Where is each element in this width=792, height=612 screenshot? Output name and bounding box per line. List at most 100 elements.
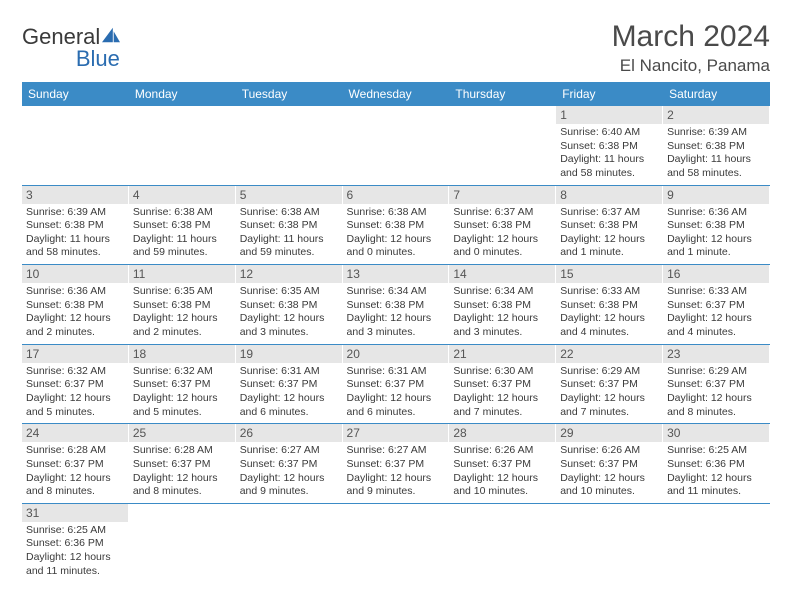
sunrise: Sunrise: 6:38 AM bbox=[240, 206, 339, 220]
day-details: Sunrise: 6:31 AMSunset: 6:37 PMDaylight:… bbox=[236, 363, 343, 424]
logo-text: General GeneBlue bbox=[22, 26, 122, 70]
day-cell: 10Sunrise: 6:36 AMSunset: 6:38 PMDayligh… bbox=[22, 265, 129, 345]
day-number: 25 bbox=[129, 424, 236, 442]
sunrise: Sunrise: 6:35 AM bbox=[240, 285, 339, 299]
day-cell bbox=[663, 503, 770, 582]
sunset: Sunset: 6:38 PM bbox=[560, 299, 659, 313]
sunrise: Sunrise: 6:38 AM bbox=[347, 206, 446, 220]
daylight: Daylight: 12 hours and 11 minutes. bbox=[26, 551, 125, 578]
sunset: Sunset: 6:37 PM bbox=[347, 458, 446, 472]
sunset: Sunset: 6:37 PM bbox=[560, 378, 659, 392]
day-details: Sunrise: 6:35 AMSunset: 6:38 PMDaylight:… bbox=[236, 283, 343, 344]
day-number: 24 bbox=[22, 424, 129, 442]
day-cell: 4Sunrise: 6:38 AMSunset: 6:38 PMDaylight… bbox=[129, 185, 236, 265]
daylight: Daylight: 11 hours and 58 minutes. bbox=[26, 233, 125, 260]
sunrise: Sunrise: 6:37 AM bbox=[453, 206, 552, 220]
day-number: 26 bbox=[236, 424, 343, 442]
sunrise: Sunrise: 6:28 AM bbox=[133, 444, 232, 458]
daylight: Daylight: 12 hours and 2 minutes. bbox=[26, 312, 125, 339]
daylight: Daylight: 12 hours and 3 minutes. bbox=[453, 312, 552, 339]
sunrise: Sunrise: 6:26 AM bbox=[560, 444, 659, 458]
day-number: 12 bbox=[236, 265, 343, 283]
header: General GeneBlue March 2024 El Nancito, … bbox=[22, 20, 770, 76]
sunrise: Sunrise: 6:29 AM bbox=[667, 365, 766, 379]
empty-daynum bbox=[449, 106, 556, 124]
empty-daynum bbox=[343, 106, 450, 124]
day-cell: 2Sunrise: 6:39 AMSunset: 6:38 PMDaylight… bbox=[663, 106, 770, 185]
sunset: Sunset: 6:37 PM bbox=[667, 378, 766, 392]
day-cell: 12Sunrise: 6:35 AMSunset: 6:38 PMDayligh… bbox=[236, 265, 343, 345]
daylight: Daylight: 12 hours and 9 minutes. bbox=[347, 472, 446, 499]
daylight: Daylight: 12 hours and 3 minutes. bbox=[240, 312, 339, 339]
day-details: Sunrise: 6:33 AMSunset: 6:37 PMDaylight:… bbox=[663, 283, 770, 344]
sunrise: Sunrise: 6:25 AM bbox=[26, 524, 125, 538]
daylight: Daylight: 12 hours and 9 minutes. bbox=[240, 472, 339, 499]
week-row: 3Sunrise: 6:39 AMSunset: 6:38 PMDaylight… bbox=[22, 185, 770, 265]
daylight: Daylight: 12 hours and 6 minutes. bbox=[240, 392, 339, 419]
day-number: 17 bbox=[22, 345, 129, 363]
day-cell: 27Sunrise: 6:27 AMSunset: 6:37 PMDayligh… bbox=[343, 424, 450, 504]
week-row: 31Sunrise: 6:25 AMSunset: 6:36 PMDayligh… bbox=[22, 503, 770, 582]
day-number: 15 bbox=[556, 265, 663, 283]
day-details: Sunrise: 6:29 AMSunset: 6:37 PMDaylight:… bbox=[663, 363, 770, 424]
empty-daynum bbox=[22, 106, 129, 124]
day-cell bbox=[556, 503, 663, 582]
daylight: Daylight: 12 hours and 1 minute. bbox=[667, 233, 766, 260]
day-cell: 18Sunrise: 6:32 AMSunset: 6:37 PMDayligh… bbox=[129, 344, 236, 424]
day-cell bbox=[343, 106, 450, 185]
sunrise: Sunrise: 6:39 AM bbox=[667, 126, 766, 140]
dayname-1: Monday bbox=[129, 82, 236, 106]
daylight: Daylight: 12 hours and 8 minutes. bbox=[26, 472, 125, 499]
day-details: Sunrise: 6:39 AMSunset: 6:38 PMDaylight:… bbox=[663, 124, 770, 185]
day-number: 14 bbox=[449, 265, 556, 283]
day-number: 2 bbox=[663, 106, 770, 124]
sunset: Sunset: 6:37 PM bbox=[347, 378, 446, 392]
sunset: Sunset: 6:36 PM bbox=[667, 458, 766, 472]
day-cell: 3Sunrise: 6:39 AMSunset: 6:38 PMDaylight… bbox=[22, 185, 129, 265]
daylight: Daylight: 12 hours and 1 minute. bbox=[560, 233, 659, 260]
day-details: Sunrise: 6:27 AMSunset: 6:37 PMDaylight:… bbox=[343, 442, 450, 503]
sunrise: Sunrise: 6:36 AM bbox=[26, 285, 125, 299]
daylight: Daylight: 12 hours and 7 minutes. bbox=[453, 392, 552, 419]
day-number: 5 bbox=[236, 186, 343, 204]
sunrise: Sunrise: 6:27 AM bbox=[347, 444, 446, 458]
sunset: Sunset: 6:38 PM bbox=[560, 140, 659, 154]
sunset: Sunset: 6:37 PM bbox=[453, 458, 552, 472]
month-title: March 2024 bbox=[612, 20, 770, 54]
daylight: Daylight: 12 hours and 7 minutes. bbox=[560, 392, 659, 419]
day-number: 4 bbox=[129, 186, 236, 204]
day-details: Sunrise: 6:37 AMSunset: 6:38 PMDaylight:… bbox=[556, 204, 663, 265]
day-number: 22 bbox=[556, 345, 663, 363]
day-number: 27 bbox=[343, 424, 450, 442]
sunrise: Sunrise: 6:31 AM bbox=[240, 365, 339, 379]
day-cell: 14Sunrise: 6:34 AMSunset: 6:38 PMDayligh… bbox=[449, 265, 556, 345]
sunset: Sunset: 6:37 PM bbox=[240, 378, 339, 392]
sunrise: Sunrise: 6:34 AM bbox=[347, 285, 446, 299]
day-details: Sunrise: 6:29 AMSunset: 6:37 PMDaylight:… bbox=[556, 363, 663, 424]
sunset: Sunset: 6:38 PM bbox=[26, 219, 125, 233]
daylight: Daylight: 12 hours and 10 minutes. bbox=[453, 472, 552, 499]
day-details: Sunrise: 6:25 AMSunset: 6:36 PMDaylight:… bbox=[22, 522, 129, 583]
sunrise: Sunrise: 6:32 AM bbox=[133, 365, 232, 379]
sunset: Sunset: 6:38 PM bbox=[26, 299, 125, 313]
day-number: 20 bbox=[343, 345, 450, 363]
day-number: 29 bbox=[556, 424, 663, 442]
day-details: Sunrise: 6:32 AMSunset: 6:37 PMDaylight:… bbox=[129, 363, 236, 424]
day-cell: 25Sunrise: 6:28 AMSunset: 6:37 PMDayligh… bbox=[129, 424, 236, 504]
week-row: 24Sunrise: 6:28 AMSunset: 6:37 PMDayligh… bbox=[22, 424, 770, 504]
sunset: Sunset: 6:36 PM bbox=[26, 537, 125, 551]
day-cell: 16Sunrise: 6:33 AMSunset: 6:37 PMDayligh… bbox=[663, 265, 770, 345]
day-cell bbox=[236, 106, 343, 185]
day-details: Sunrise: 6:28 AMSunset: 6:37 PMDaylight:… bbox=[129, 442, 236, 503]
sunrise: Sunrise: 6:39 AM bbox=[26, 206, 125, 220]
dayname-5: Friday bbox=[556, 82, 663, 106]
day-cell: 28Sunrise: 6:26 AMSunset: 6:37 PMDayligh… bbox=[449, 424, 556, 504]
day-cell: 5Sunrise: 6:38 AMSunset: 6:38 PMDaylight… bbox=[236, 185, 343, 265]
sunset: Sunset: 6:38 PM bbox=[240, 219, 339, 233]
logo-word2: Blue bbox=[76, 46, 120, 71]
logo: General GeneBlue bbox=[22, 20, 122, 70]
sunrise: Sunrise: 6:31 AM bbox=[347, 365, 446, 379]
sunset: Sunset: 6:37 PM bbox=[26, 458, 125, 472]
sunrise: Sunrise: 6:26 AM bbox=[453, 444, 552, 458]
day-cell bbox=[129, 106, 236, 185]
